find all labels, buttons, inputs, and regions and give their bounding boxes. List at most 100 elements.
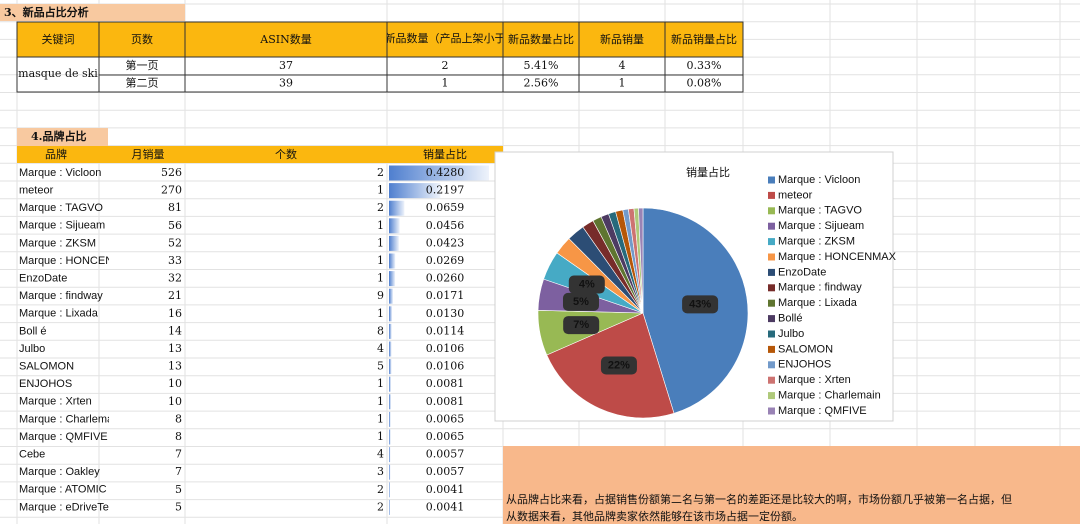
- label-bg: [682, 295, 719, 314]
- section-title: 4.品牌占比: [31, 129, 86, 143]
- sales-cell: 32: [168, 272, 182, 285]
- header-cell: 关键词: [42, 32, 75, 46]
- count-cell: 1: [377, 254, 384, 267]
- data-bar: [389, 218, 400, 234]
- legend-swatch: [768, 191, 775, 199]
- count-cell: 8: [377, 324, 384, 337]
- data-label: 4%: [579, 278, 595, 290]
- share-cell: 0.0269: [426, 254, 465, 267]
- data-label: 7%: [573, 319, 589, 331]
- legend-label: SALOMON: [778, 343, 833, 355]
- table-cell: 0.33%: [687, 59, 722, 72]
- header-cell: 个数: [275, 148, 297, 161]
- sales-cell: 8: [175, 430, 182, 443]
- label-bg: [563, 316, 600, 335]
- data-bar: [389, 341, 392, 357]
- legend-swatch: [768, 222, 775, 230]
- count-cell: 5: [377, 360, 384, 373]
- data-bar: [389, 200, 405, 216]
- data-bar: [389, 376, 391, 392]
- legend-label: Marque : ZKSM: [778, 236, 855, 248]
- share-cell: 0.0065: [426, 430, 465, 443]
- legend-swatch: [768, 392, 775, 400]
- share-cell: 0.0041: [426, 483, 465, 496]
- data-bar: [389, 165, 489, 181]
- legend-label: Julbo: [778, 328, 804, 340]
- label-bg: [562, 292, 599, 311]
- share-cell: 0.0057: [426, 465, 465, 478]
- sales-cell: 7: [175, 465, 182, 478]
- brand-cell: Marque : Vicloon: [19, 167, 101, 179]
- header-cell: 品牌: [45, 147, 67, 161]
- header-cell: 月销量: [132, 147, 165, 161]
- share-cell: 0.0114: [426, 324, 465, 337]
- data-bar: [389, 253, 396, 269]
- legend-swatch: [768, 376, 775, 384]
- header-cell: 页数: [131, 33, 153, 46]
- brand-cell: Marque : eDriveTech: [19, 501, 121, 513]
- count-cell: 1: [377, 395, 384, 408]
- table-cell: 39: [279, 77, 293, 90]
- legend-swatch: [768, 253, 775, 261]
- count-cell: 1: [377, 272, 384, 285]
- table-cell: 2.56%: [524, 77, 559, 90]
- table-cell: 4: [619, 59, 626, 72]
- share-cell: 0.0130: [426, 307, 465, 320]
- header-cell: ASIN数量: [259, 33, 311, 46]
- sales-cell: 56: [168, 219, 182, 232]
- legend-label: meteor: [778, 189, 813, 201]
- legend-swatch: [768, 315, 775, 323]
- count-cell: 4: [377, 448, 384, 461]
- brand-cell: Boll é: [19, 325, 47, 337]
- legend-swatch: [768, 407, 775, 415]
- brand-cell: Marque : Oakley: [19, 466, 100, 478]
- brand-cell: Marque : HONCENMAX: [19, 255, 138, 267]
- note-bg: [503, 446, 1080, 524]
- legend-swatch: [768, 207, 775, 215]
- sales-cell: 13: [168, 342, 182, 355]
- table-cell: 0.08%: [687, 77, 722, 90]
- count-cell: 9: [377, 289, 384, 302]
- legend-label: Marque : HONCENMAX: [778, 251, 897, 263]
- sales-cell: 21: [168, 289, 182, 302]
- table-cell: 第一页: [126, 58, 159, 72]
- brand-cell: Marque : ATOMIC: [19, 484, 107, 496]
- count-cell: 2: [377, 201, 384, 214]
- legend-swatch: [768, 299, 775, 307]
- count-cell: 2: [377, 166, 384, 179]
- share-cell: 0.0659: [426, 201, 465, 214]
- table-cell: 5.41%: [524, 59, 559, 72]
- data-bar: [389, 306, 393, 322]
- sales-cell: 270: [161, 184, 182, 197]
- chart-title: 销量占比: [686, 165, 730, 179]
- brand-cell: Julbo: [19, 343, 45, 355]
- legend-label: Marque : Vicloon: [778, 174, 860, 186]
- pie-slice: [638, 207, 644, 314]
- section-title-bg: [0, 4, 185, 21]
- share-cell: 0.0106: [426, 360, 465, 373]
- legend-swatch: [768, 330, 775, 338]
- data-label: 22%: [608, 359, 630, 371]
- legend-label: Bollé: [778, 313, 802, 325]
- data-bar: [389, 288, 393, 304]
- section-title: 3、新品占比分析: [4, 5, 89, 19]
- data-bar: [389, 464, 391, 480]
- sales-cell: 13: [168, 360, 182, 373]
- data-bar: [389, 359, 392, 375]
- share-cell: 0.0171: [426, 289, 465, 302]
- brand-cell: Marque : Lixada: [19, 308, 99, 320]
- brand-cell: Marque : findway: [19, 290, 103, 302]
- share-cell: 0.0423: [426, 236, 465, 249]
- brand-cell: Marque : QMFIVE: [19, 431, 108, 443]
- count-cell: 3: [377, 465, 384, 478]
- table-border: [16, 21, 744, 93]
- legend-swatch: [768, 284, 775, 292]
- sales-cell: 16: [168, 307, 182, 320]
- share-cell: 0.0065: [426, 412, 465, 425]
- header-cell: 新品数量占比: [508, 32, 574, 46]
- sales-cell: 8: [175, 412, 182, 425]
- data-label: 43%: [689, 298, 711, 310]
- sales-cell: 52: [168, 236, 182, 249]
